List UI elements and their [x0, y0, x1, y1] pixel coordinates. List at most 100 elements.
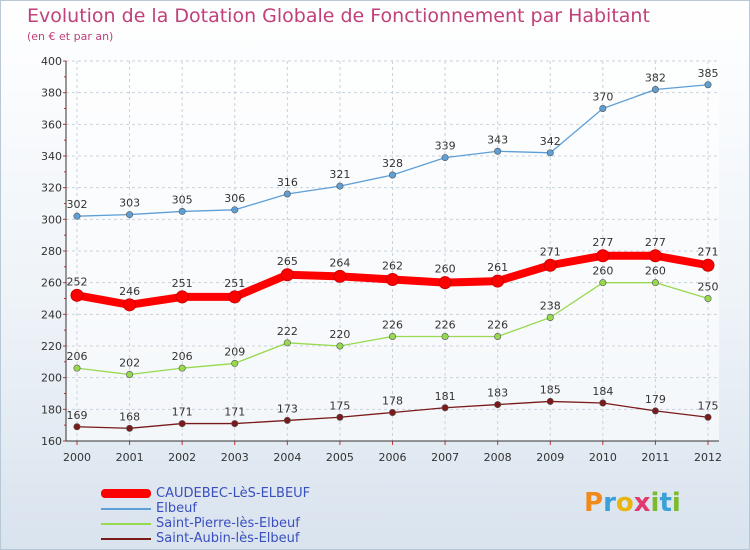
data-label: 184: [592, 385, 613, 398]
data-point: [73, 212, 81, 220]
data-point: [178, 364, 186, 372]
data-point: [596, 249, 610, 263]
data-label: 303: [119, 197, 140, 210]
data-point: [599, 279, 607, 287]
y-tick-label: 160: [41, 435, 62, 448]
data-point: [126, 211, 134, 219]
data-point: [494, 401, 502, 409]
data-label: 226: [435, 319, 456, 332]
logo-letter: P: [584, 488, 604, 518]
data-point: [599, 399, 607, 407]
legend-swatch: [101, 507, 151, 510]
data-point: [231, 420, 239, 428]
data-label: 277: [645, 236, 666, 249]
data-point: [546, 313, 554, 321]
data-point: [123, 298, 137, 312]
data-point: [701, 258, 715, 272]
data-point: [280, 268, 294, 282]
data-label: 238: [540, 300, 561, 313]
y-tick-label: 280: [41, 245, 62, 258]
x-tick-label: 2007: [431, 451, 459, 464]
data-point: [283, 416, 291, 424]
data-point: [388, 408, 396, 416]
legend-item: Saint-Aubin-lès-Elbeuf: [101, 531, 361, 546]
proxiti-logo: Proxiti: [584, 488, 681, 518]
data-label: 271: [698, 245, 719, 258]
legend-swatch: [101, 537, 151, 540]
data-label: 178: [382, 395, 403, 408]
y-tick-label: 300: [41, 213, 62, 226]
data-label: 220: [329, 328, 350, 341]
data-label: 261: [487, 261, 508, 274]
data-point: [336, 342, 344, 350]
data-point: [599, 105, 607, 113]
data-label: 206: [67, 350, 88, 363]
x-tick-label: 2003: [221, 451, 249, 464]
data-label: 168: [119, 410, 140, 423]
data-label: 246: [119, 285, 140, 298]
legend-item: Elbeuf: [101, 501, 361, 516]
data-point: [651, 86, 659, 94]
data-label: 251: [172, 277, 193, 290]
data-label: 260: [592, 265, 613, 278]
data-point: [651, 279, 659, 287]
data-point: [126, 424, 134, 432]
data-point: [441, 154, 449, 162]
data-point: [648, 249, 662, 263]
legend-label: Saint-Pierre-lès-Elbeuf: [156, 516, 300, 531]
data-point: [231, 206, 239, 214]
data-label: 175: [698, 399, 719, 412]
data-point: [388, 332, 396, 340]
legend: CAUDEBEC-LèS-ELBEUF Elbeuf Saint-Pierre-lè…: [101, 486, 361, 546]
data-point: [491, 274, 505, 288]
data-label: 277: [592, 236, 613, 249]
data-label: 306: [224, 192, 245, 205]
data-point: [494, 332, 502, 340]
data-label: 169: [67, 409, 88, 422]
data-label: 343: [487, 133, 508, 146]
data-label: 222: [277, 325, 298, 338]
data-point: [228, 290, 242, 304]
data-point: [546, 149, 554, 157]
data-point: [73, 364, 81, 372]
data-point: [178, 207, 186, 215]
x-tick-label: 2000: [63, 451, 91, 464]
data-label: 260: [645, 265, 666, 278]
data-point: [283, 339, 291, 347]
legend-swatch: [101, 522, 151, 525]
logo-letter: o: [615, 488, 634, 518]
legend-label: Elbeuf: [156, 501, 197, 516]
chart-subtitle: (en € et par an): [27, 30, 114, 43]
logo-letter: x: [633, 488, 651, 518]
data-label: 382: [645, 72, 666, 85]
data-label: 370: [592, 91, 613, 104]
legend-swatch: [101, 489, 151, 498]
data-label: 316: [277, 176, 298, 189]
x-tick-label: 2009: [536, 451, 564, 464]
y-tick-label: 360: [41, 118, 62, 131]
logo-letter: t: [659, 488, 672, 518]
data-label: 328: [382, 157, 403, 170]
data-point: [333, 269, 347, 283]
data-label: 251: [224, 277, 245, 290]
data-label: 264: [329, 256, 350, 269]
data-point: [386, 273, 399, 286]
data-label: 339: [435, 140, 456, 153]
data-point: [546, 397, 554, 405]
data-point: [704, 294, 712, 302]
data-point: [70, 288, 84, 302]
data-point: [704, 81, 712, 89]
data-point: [336, 182, 344, 190]
data-label: 271: [540, 245, 561, 258]
x-tick-label: 2006: [379, 451, 407, 464]
data-point: [73, 423, 81, 431]
y-tick-label: 180: [41, 403, 62, 416]
data-point: [651, 407, 659, 415]
data-label: 181: [435, 390, 456, 403]
data-label: 175: [329, 399, 350, 412]
data-label: 252: [67, 275, 88, 288]
x-tick-label: 2001: [116, 451, 144, 464]
data-point: [126, 370, 134, 378]
data-label: 209: [224, 345, 245, 358]
